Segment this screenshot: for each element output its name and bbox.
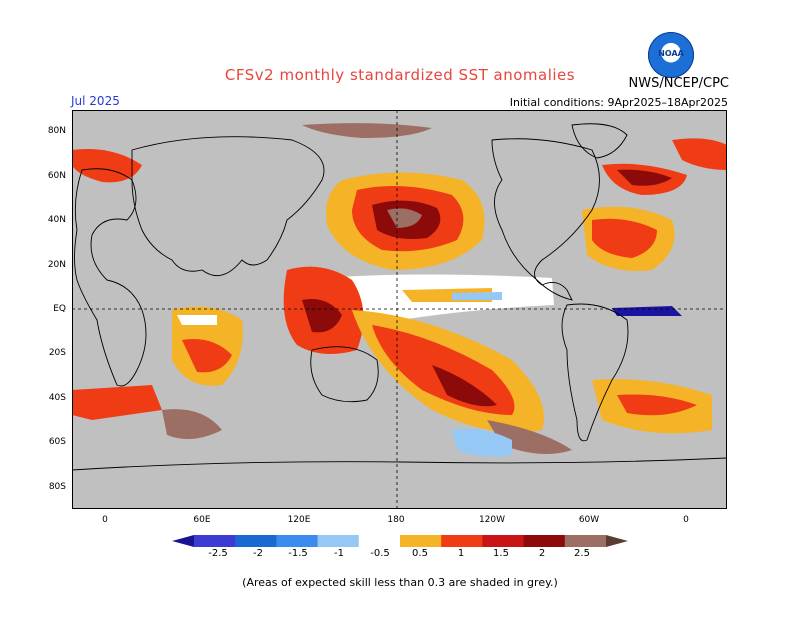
lat-label: EQ [53,304,66,314]
anomaly-io-neutral [177,315,217,325]
antarctica-outline [72,457,727,471]
agency-label: NWS/NCEP/CPC [628,76,729,91]
lat-label: 40S [48,393,66,403]
colorbar-label: 0.5 [412,548,428,559]
anomaly-wpac-core [302,299,342,333]
anomaly-arctic-west [72,149,142,183]
colorbar-segment [523,535,566,547]
lon-label: 60W [578,515,600,525]
colorbar [172,535,628,547]
colorbar-label: -1 [334,548,344,559]
colorbar-segment [317,535,360,547]
north-america [491,138,600,301]
skill-footnote: (Areas of expected skill less than 0.3 a… [242,576,558,589]
lon-label: 60E [193,515,211,525]
colorbar-segment [194,535,236,547]
anomaly-arctic-east [672,138,727,170]
colorbar-segment [482,535,525,547]
anomaly-satl-east [72,385,162,420]
colorbar-segment [441,535,483,547]
lon-label: 180 [387,515,405,525]
colorbar-label: -0.5 [370,548,390,559]
lat-label: 60S [48,437,66,447]
anomaly-io-mid [182,339,232,373]
lon-label: 0 [683,515,689,525]
lat-label: 20S [48,348,66,358]
lon-label: 0 [102,515,108,525]
colorbar-segment [235,535,277,547]
colorbar-label: -2.5 [208,548,228,559]
antarctica [72,458,727,509]
noaa-logo-text: NOAA [658,49,684,58]
forecast-month: Jul 2025 [71,94,120,108]
lon-label: 120W [478,515,506,525]
colorbar-segment [564,535,607,547]
colorbar-segment [400,535,442,547]
south-america [561,303,629,442]
anomaly-cool-eqatl [612,306,682,316]
asia [131,136,325,277]
lat-label: 60N [47,171,66,181]
noaa-logo: NOAA [648,32,694,78]
anomaly-arctic-north [302,123,432,138]
lat-label: 40N [47,215,66,225]
lat-label: 80S [48,482,66,492]
initial-conditions: Initial conditions: 9Apr2025–18Apr2025 [509,96,728,109]
anomaly-cool-eqpac [452,292,502,300]
lon-label: 120E [287,515,311,525]
colorbar-label: 2.5 [574,548,590,559]
lat-label: 80N [47,126,66,136]
anomaly-cool-south [452,428,512,457]
anomaly-spac-core [432,365,497,407]
colorbar-low-extend [172,535,194,547]
map-title: CFSv2 monthly standardized SST anomalies [224,66,576,84]
colorbar-label: -2 [253,548,263,559]
greenland [571,123,628,159]
colorbar-segment [276,535,319,547]
colorbar-label: 1.5 [493,548,509,559]
colorbar-high-extend [606,535,628,547]
anomaly-natl-mid [592,218,657,258]
anomaly-npac-peak [387,208,422,228]
europe-africa [74,168,147,387]
lat-label: 20N [47,260,66,270]
colorbar-label: -1.5 [288,548,308,559]
colorbar-label: 2 [538,548,546,559]
colorbar-segment [358,535,401,547]
colorbar-label: 1 [457,548,465,559]
australia [310,346,379,403]
anomaly-satl-mid [617,394,697,416]
anomaly-sio-south [162,409,222,439]
sst-anomaly-map [72,110,727,509]
map-frame [72,110,727,509]
anomaly-natl-core [617,169,672,186]
